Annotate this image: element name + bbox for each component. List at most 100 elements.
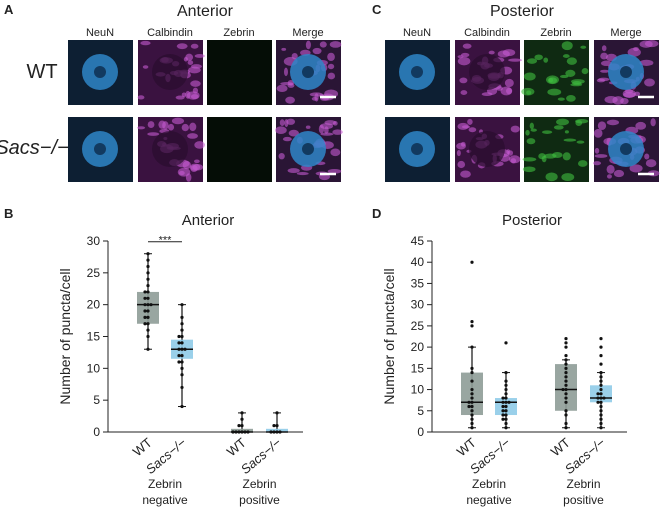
texture xyxy=(644,40,659,48)
texture xyxy=(538,153,546,160)
micrograph xyxy=(68,117,133,182)
column-label: Zebrin xyxy=(540,27,571,39)
data-point xyxy=(180,373,184,377)
texture xyxy=(606,164,615,174)
texture xyxy=(312,47,322,55)
data-point xyxy=(470,392,474,396)
data-point xyxy=(470,345,474,349)
micrograph xyxy=(276,40,342,105)
significance: *** xyxy=(159,235,173,247)
data-point xyxy=(177,354,181,358)
data-point xyxy=(470,366,474,370)
data-point xyxy=(180,328,184,332)
texture xyxy=(566,94,576,102)
texture xyxy=(562,54,570,58)
texture xyxy=(305,40,311,50)
data-point xyxy=(507,400,511,404)
data-point xyxy=(240,424,244,428)
cell-outline xyxy=(152,131,188,167)
data-point xyxy=(564,354,568,358)
nucleus xyxy=(620,66,632,78)
data-point xyxy=(504,383,508,387)
texture xyxy=(283,67,288,77)
texture xyxy=(593,161,602,166)
texture xyxy=(547,88,562,96)
texture xyxy=(526,138,536,145)
texture xyxy=(565,69,576,77)
data-point xyxy=(278,430,282,434)
texture xyxy=(318,124,325,134)
nucleus xyxy=(94,66,106,78)
texture xyxy=(504,78,514,88)
texture xyxy=(577,160,588,167)
data-point xyxy=(599,383,603,387)
texture xyxy=(175,95,185,100)
cell-outline xyxy=(152,54,188,90)
data-point xyxy=(564,375,568,379)
texture xyxy=(600,69,610,73)
texture xyxy=(190,80,201,87)
data-point xyxy=(602,396,606,400)
data-point xyxy=(146,264,150,269)
micrograph xyxy=(207,117,272,182)
data-point xyxy=(504,400,508,404)
texture xyxy=(543,57,549,63)
data-point xyxy=(237,424,241,428)
data-point xyxy=(504,392,508,396)
texture xyxy=(561,173,575,182)
data-point xyxy=(180,315,184,319)
micrograph xyxy=(593,117,660,182)
texture xyxy=(488,50,495,55)
texture xyxy=(460,170,471,178)
texture xyxy=(508,155,521,164)
micrograph xyxy=(455,40,523,105)
data-point xyxy=(564,337,568,341)
data-point xyxy=(243,430,247,434)
texture xyxy=(329,41,342,48)
texture xyxy=(137,95,145,100)
data-point xyxy=(177,334,181,339)
texture xyxy=(530,128,537,132)
data-point xyxy=(146,252,150,256)
texture xyxy=(186,91,200,100)
texture xyxy=(189,122,197,132)
texture xyxy=(286,118,296,125)
micrograph xyxy=(207,40,272,105)
texture xyxy=(459,77,468,84)
data-point xyxy=(564,358,568,362)
data-point xyxy=(467,404,471,409)
chart-title: Posterior xyxy=(502,212,562,229)
texture xyxy=(278,152,285,160)
data-point xyxy=(599,409,603,413)
data-point xyxy=(149,303,153,307)
data-point xyxy=(564,383,568,387)
column-label: Calbindin xyxy=(147,27,193,39)
column-label: Merge xyxy=(610,27,641,39)
texture xyxy=(147,121,155,129)
data-point xyxy=(599,404,603,409)
texture xyxy=(319,41,327,48)
texture xyxy=(281,47,287,51)
data-point xyxy=(146,347,150,351)
panel-title: Anterior xyxy=(177,3,234,20)
data-point xyxy=(146,328,150,332)
y-tick-label: 20 xyxy=(87,298,101,312)
texture xyxy=(194,54,205,58)
y-tick-label: 10 xyxy=(411,383,425,397)
texture xyxy=(596,78,606,83)
data-point xyxy=(180,341,184,345)
data-point xyxy=(501,400,505,404)
data-point xyxy=(143,296,147,300)
data-point xyxy=(470,417,474,421)
texture xyxy=(521,87,535,96)
data-point xyxy=(599,413,603,417)
data-point xyxy=(504,409,508,413)
data-point xyxy=(504,421,508,426)
group-label: Zebrin xyxy=(242,477,276,491)
texture xyxy=(456,142,466,150)
texture xyxy=(179,170,185,176)
texture xyxy=(467,118,473,125)
texture xyxy=(457,160,466,169)
texture xyxy=(510,125,520,133)
texture xyxy=(147,132,160,136)
